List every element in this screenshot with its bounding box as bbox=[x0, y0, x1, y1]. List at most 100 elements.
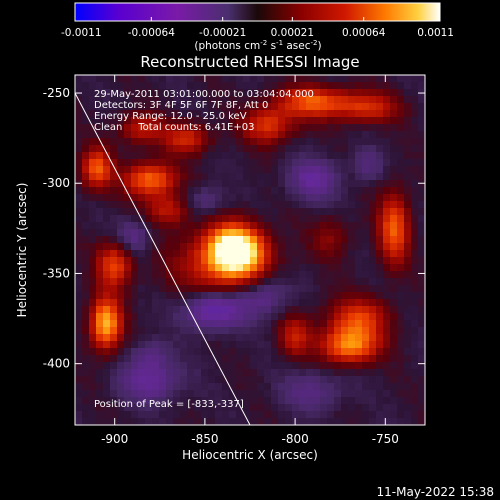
heatmap-cell bbox=[362, 327, 370, 335]
heatmap-cell bbox=[138, 208, 146, 216]
heatmap-cell bbox=[208, 166, 216, 174]
heatmap-cell bbox=[411, 376, 419, 384]
heatmap-cell bbox=[369, 236, 377, 244]
heatmap-cell bbox=[390, 117, 398, 125]
heatmap-cell bbox=[131, 145, 139, 153]
heatmap-cell bbox=[320, 131, 328, 139]
heatmap-cell bbox=[341, 341, 349, 349]
heatmap-cell bbox=[376, 96, 384, 104]
heatmap-cell bbox=[313, 82, 321, 90]
heatmap-cell bbox=[313, 152, 321, 160]
heatmap-cell bbox=[138, 187, 146, 195]
heatmap-cell bbox=[82, 180, 90, 188]
heatmap-cell bbox=[243, 117, 251, 125]
heatmap-cell bbox=[229, 75, 237, 83]
heatmap-cell bbox=[418, 362, 425, 370]
heatmap-cell bbox=[194, 145, 202, 153]
heatmap-cell bbox=[229, 320, 237, 328]
heatmap-cell bbox=[152, 369, 160, 377]
heatmap-cell bbox=[355, 411, 363, 419]
heatmap-cell bbox=[271, 124, 279, 132]
heatmap-cell bbox=[194, 180, 202, 188]
heatmap-cell bbox=[194, 215, 202, 223]
heatmap-cell bbox=[404, 166, 412, 174]
heatmap-cell bbox=[96, 103, 104, 111]
heatmap-cell bbox=[152, 117, 160, 125]
heatmap-cell bbox=[194, 96, 202, 104]
plot-area bbox=[75, 75, 425, 425]
heatmap-cell bbox=[208, 418, 216, 425]
heatmap-cell bbox=[152, 362, 160, 370]
heatmap-cell bbox=[341, 201, 349, 209]
heatmap-cell bbox=[264, 236, 272, 244]
heatmap-cell bbox=[145, 362, 153, 370]
heatmap-cell bbox=[96, 390, 104, 398]
heatmap-cell bbox=[299, 131, 307, 139]
heatmap-cell bbox=[348, 250, 356, 258]
heatmap-cell bbox=[152, 271, 160, 279]
heatmap-cell bbox=[166, 201, 174, 209]
heatmap-cell bbox=[201, 355, 209, 363]
heatmap-cell bbox=[138, 110, 146, 118]
heatmap-cell bbox=[362, 355, 370, 363]
heatmap-cell bbox=[348, 341, 356, 349]
heatmap-cell bbox=[278, 180, 286, 188]
heatmap-cell bbox=[383, 362, 391, 370]
heatmap-cell bbox=[243, 271, 251, 279]
heatmap-cell bbox=[82, 250, 90, 258]
heatmap-cell bbox=[264, 362, 272, 370]
heatmap-cell bbox=[383, 131, 391, 139]
heatmap-cell bbox=[229, 159, 237, 167]
heatmap-cell bbox=[82, 194, 90, 202]
heatmap-cell bbox=[152, 257, 160, 265]
heatmap-cell bbox=[187, 103, 195, 111]
heatmap-cell bbox=[152, 320, 160, 328]
heatmap-cell bbox=[201, 390, 209, 398]
heatmap-cell bbox=[138, 313, 146, 321]
heatmap-cell bbox=[110, 285, 118, 293]
heatmap-cell bbox=[348, 362, 356, 370]
heatmap-cell bbox=[243, 208, 251, 216]
heatmap-cell bbox=[264, 152, 272, 160]
heatmap-cell bbox=[145, 390, 153, 398]
heatmap-cell bbox=[376, 117, 384, 125]
heatmap-cell bbox=[152, 299, 160, 307]
heatmap-cell bbox=[411, 271, 419, 279]
heatmap-cell bbox=[348, 313, 356, 321]
heatmap-cell bbox=[229, 341, 237, 349]
heatmap-cell bbox=[313, 243, 321, 251]
heatmap-cell bbox=[376, 257, 384, 265]
heatmap-cell bbox=[250, 75, 258, 83]
heatmap-cell bbox=[243, 278, 251, 286]
heatmap-cell bbox=[159, 173, 167, 181]
heatmap-cell bbox=[320, 75, 328, 83]
heatmap-cell bbox=[145, 306, 153, 314]
heatmap-cell bbox=[194, 152, 202, 160]
heatmap-cell bbox=[145, 411, 153, 419]
heatmap-cell bbox=[75, 299, 83, 307]
heatmap-cell bbox=[187, 208, 195, 216]
heatmap-cell bbox=[383, 138, 391, 146]
heatmap-cell bbox=[264, 418, 272, 425]
heatmap-cell bbox=[348, 194, 356, 202]
heatmap-cell bbox=[299, 376, 307, 384]
heatmap-cell bbox=[152, 264, 160, 272]
heatmap-cell bbox=[89, 320, 97, 328]
heatmap-cell bbox=[103, 138, 111, 146]
heatmap-cell bbox=[376, 390, 384, 398]
heatmap-cell bbox=[376, 327, 384, 335]
heatmap-cell bbox=[390, 362, 398, 370]
heatmap-cell bbox=[145, 320, 153, 328]
heatmap-cell bbox=[159, 222, 167, 230]
heatmap-cell bbox=[166, 208, 174, 216]
heatmap-cell bbox=[271, 208, 279, 216]
heatmap-cell bbox=[369, 131, 377, 139]
heatmap-cell bbox=[145, 173, 153, 181]
heatmap-cell bbox=[348, 159, 356, 167]
heatmap-cell bbox=[96, 397, 104, 405]
heatmap-cell bbox=[264, 257, 272, 265]
heatmap-cell bbox=[355, 271, 363, 279]
heatmap-cell bbox=[390, 369, 398, 377]
heatmap-cell bbox=[320, 89, 328, 97]
heatmap-cell bbox=[166, 131, 174, 139]
